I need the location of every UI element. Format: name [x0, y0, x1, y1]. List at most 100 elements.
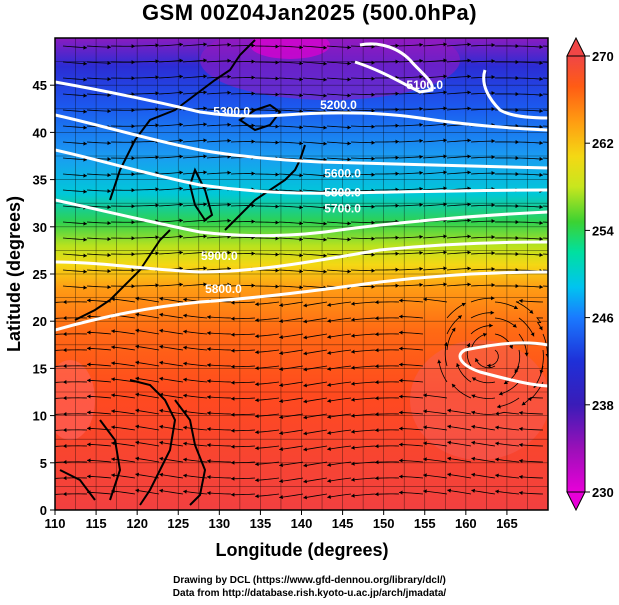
streamline-arrow	[419, 186, 423, 191]
streamline	[423, 490, 448, 495]
streamline	[111, 458, 136, 463]
y-tick-label: 5	[40, 456, 47, 471]
x-tick-label: 115	[86, 516, 107, 531]
streamline	[86, 77, 111, 80]
streamline-arrow	[83, 125, 87, 130]
streamline-arrow	[375, 476, 379, 481]
streamline	[55, 349, 64, 351]
streamline-arrow	[466, 343, 471, 348]
streamline	[231, 493, 256, 496]
streamline	[159, 313, 184, 319]
streamline-arrow	[563, 157, 567, 161]
streamline	[519, 428, 544, 431]
streamline-arrow	[399, 410, 403, 415]
streamline-arrow	[515, 155, 519, 161]
streamline	[302, 237, 327, 241]
streamline-arrow	[183, 457, 187, 462]
streamline-arrow	[491, 75, 495, 80]
streamline	[446, 267, 471, 271]
streamline-arrow	[512, 323, 517, 328]
streamline	[327, 381, 352, 386]
colorbar-tick-label: 238	[592, 398, 614, 413]
streamline-arrow	[515, 75, 519, 81]
streamline	[254, 141, 280, 144]
streamline	[207, 364, 232, 367]
streamline	[422, 267, 447, 271]
y-tick-label: 0	[40, 503, 47, 518]
streamline	[470, 268, 495, 271]
colorbar: 230 238 246 254 262 270	[566, 36, 614, 512]
streamline-arrow	[87, 426, 91, 431]
y-tick-label: 45	[33, 78, 47, 93]
streamline	[446, 91, 471, 95]
streamline	[446, 43, 471, 47]
streamline-arrow	[375, 460, 379, 465]
streamline	[62, 189, 87, 193]
streamline	[207, 380, 232, 383]
streamline	[86, 189, 111, 192]
streamline-arrow	[399, 362, 403, 367]
streamline-arrow	[207, 411, 211, 416]
streamline-arrow	[303, 303, 308, 308]
streamline-arrow	[347, 125, 351, 130]
streamline	[86, 285, 111, 288]
streamline-arrow	[275, 268, 279, 273]
streamline	[302, 173, 327, 177]
streamline-arrow	[563, 253, 567, 257]
streamline	[279, 477, 304, 482]
streamline-arrow	[203, 42, 207, 47]
streamline	[399, 380, 424, 383]
streamline-arrow	[375, 348, 379, 353]
streamline-arrow	[351, 301, 355, 306]
streamline-arrow	[159, 440, 164, 445]
streamline	[470, 312, 495, 319]
streamline-arrow	[131, 220, 135, 225]
streamline	[423, 410, 448, 415]
streamline-arrow	[491, 43, 495, 48]
streamline	[279, 493, 304, 498]
streamline-arrow	[323, 173, 327, 178]
streamline-arrow	[203, 138, 207, 143]
streamline-arrow	[419, 138, 423, 143]
streamline-arrow	[563, 189, 567, 193]
streamline	[540, 349, 544, 374]
streamline-arrow	[323, 237, 327, 242]
streamline	[231, 365, 256, 368]
streamline	[422, 203, 447, 207]
streamline	[398, 172, 423, 175]
streamline	[62, 157, 87, 161]
streamline	[518, 333, 528, 357]
streamline	[158, 171, 183, 175]
streamline	[398, 140, 423, 143]
streamline-arrow	[395, 203, 399, 208]
streamline-arrow	[83, 237, 87, 242]
streamline	[398, 204, 423, 207]
streamline-arrow	[351, 365, 355, 370]
streamline-arrow	[111, 329, 115, 334]
streamline-arrow	[155, 235, 159, 240]
streamline-arrow	[39, 398, 43, 402]
streamline-arrow	[491, 107, 495, 112]
streamline-arrow	[207, 491, 211, 496]
streamline	[399, 348, 424, 351]
streamline	[515, 301, 534, 314]
streamline	[438, 359, 448, 383]
streamline	[278, 285, 303, 288]
streamline	[399, 316, 424, 319]
streamline	[255, 477, 280, 481]
streamline-arrow	[539, 220, 543, 226]
streamline	[278, 125, 303, 128]
streamline	[326, 125, 351, 128]
streamline	[446, 139, 471, 143]
streamline	[519, 444, 544, 447]
streamline-arrow	[563, 61, 567, 65]
streamline	[255, 493, 280, 497]
streamline-arrow	[107, 237, 111, 242]
streamline	[86, 237, 111, 240]
streamline-arrow	[299, 285, 303, 290]
streamline	[302, 157, 327, 161]
cold-core-center	[250, 38, 330, 59]
streamline-arrow	[491, 219, 495, 224]
streamline-arrow	[467, 154, 471, 159]
streamline-arrow	[179, 234, 183, 239]
